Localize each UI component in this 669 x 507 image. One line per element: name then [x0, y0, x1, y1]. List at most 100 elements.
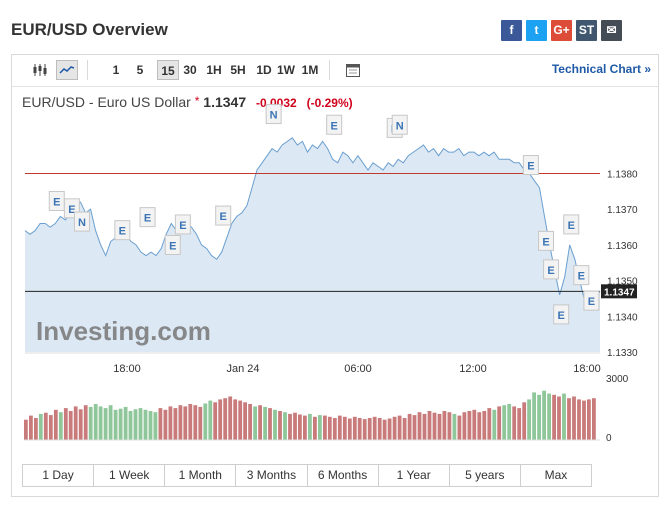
volume-bar [78, 409, 83, 440]
interval-5h[interactable]: 5H [230, 63, 246, 77]
volume-bar [288, 413, 292, 440]
calendar-icon[interactable] [342, 60, 364, 80]
volume-bar [38, 413, 43, 440]
volume-bar [522, 402, 527, 440]
event-marker [583, 290, 600, 311]
event-marker [563, 214, 580, 235]
event-marker [553, 304, 570, 325]
interval-1h[interactable]: 1H [206, 63, 222, 77]
volume-bar [382, 419, 387, 440]
marker-label: N [270, 110, 278, 122]
x-tick-label: Jan 24 [226, 363, 259, 375]
volume-bar [332, 418, 337, 440]
interval-1d[interactable]: 1D [256, 63, 272, 77]
volume-bar [323, 415, 327, 440]
marker-label: E [568, 220, 575, 232]
news-marker [391, 114, 408, 135]
googleplus-icon[interactable]: G+ [551, 20, 572, 41]
volume-bar [48, 415, 53, 440]
volume-bar [88, 406, 93, 440]
volume-bar [163, 409, 168, 440]
volume-bar [298, 414, 302, 440]
range-1-week[interactable]: 1 Week [94, 465, 166, 486]
volume-bar [472, 409, 477, 440]
volume-bar [118, 408, 123, 440]
twitter-icon[interactable]: t [526, 20, 547, 41]
facebook-icon[interactable]: f [501, 20, 522, 41]
range-1-year[interactable]: 1 Year [379, 465, 450, 486]
marker-label: E [68, 204, 75, 216]
volume-bar [63, 408, 68, 440]
event-marker [522, 155, 539, 176]
interval-30[interactable]: 30 [183, 63, 197, 77]
volume-bar [437, 413, 442, 440]
interval-1m[interactable]: 1M [301, 63, 319, 77]
line-chart-icon[interactable] [56, 60, 78, 80]
marker-label: E [53, 197, 60, 209]
interval-5[interactable]: 5 [136, 63, 144, 77]
volume-bar [427, 411, 432, 440]
event-marker [326, 114, 343, 135]
volume-bar [218, 399, 223, 440]
volume-bar [347, 418, 352, 440]
volume-bar [377, 418, 382, 440]
marker-label: E [179, 220, 186, 232]
volume-bar [108, 405, 113, 440]
volume-bar [562, 393, 566, 440]
volume-bar [263, 406, 267, 440]
technical-chart-link[interactable]: Technical Chart » [551, 62, 651, 76]
volume-bar [532, 392, 536, 440]
volume-bar [268, 408, 272, 440]
volume-bar [502, 405, 507, 440]
volume-bar [258, 405, 262, 440]
marker-label: E [588, 296, 595, 308]
volume-bar [417, 412, 422, 440]
marker-label: E [220, 211, 227, 223]
volume-bar [512, 406, 517, 440]
price-area [25, 137, 600, 352]
interval-1w[interactable]: 1W [277, 63, 295, 77]
volume-bar [43, 412, 48, 440]
volume-bar [24, 419, 28, 440]
event-marker [573, 265, 590, 286]
volume-bar [233, 399, 238, 440]
volume-bar [318, 415, 322, 440]
volume-bar [412, 415, 417, 440]
share-buttons: f t G+ ST ✉ [501, 20, 622, 41]
email-icon[interactable]: ✉ [601, 20, 622, 41]
volume-bar [482, 411, 487, 440]
marker-label: E [169, 241, 176, 253]
marker-label: E [331, 120, 338, 132]
marker-label: E [527, 161, 534, 173]
interval-1[interactable]: 1 [112, 63, 120, 77]
stocktwits-icon[interactable]: ST [576, 20, 597, 41]
volume-bar [477, 412, 482, 440]
candlestick-chart-icon[interactable] [30, 60, 50, 80]
volume-bar [238, 400, 243, 440]
volume-bar [113, 409, 118, 440]
event-marker [174, 214, 191, 235]
volume-bar [572, 396, 576, 440]
volume-bar [357, 418, 362, 440]
volume-bar [193, 405, 198, 440]
range-6-months[interactable]: 6 Months [308, 465, 379, 486]
volume-bar [98, 406, 103, 440]
volume-bar [293, 412, 297, 440]
event-marker [543, 259, 560, 280]
range-3-months[interactable]: 3 Months [236, 465, 308, 486]
volume-bar [492, 409, 497, 440]
page-title: EUR/USD Overview [11, 20, 168, 39]
x-tick-label: 18:00 [573, 363, 601, 375]
range-5-years[interactable]: 5 years [450, 465, 521, 486]
marker-label: E [557, 310, 564, 322]
range-max[interactable]: Max [544, 468, 568, 482]
volume-bar [83, 405, 88, 440]
range-1-day[interactable]: 1 Day [23, 465, 95, 486]
marker-label: E [578, 271, 585, 283]
volume-bar [148, 411, 153, 440]
volume-bar [517, 408, 522, 440]
interval-15[interactable]: 15 [157, 60, 179, 80]
volume-bar [228, 396, 233, 440]
range-1-month[interactable]: 1 Month [165, 465, 237, 486]
